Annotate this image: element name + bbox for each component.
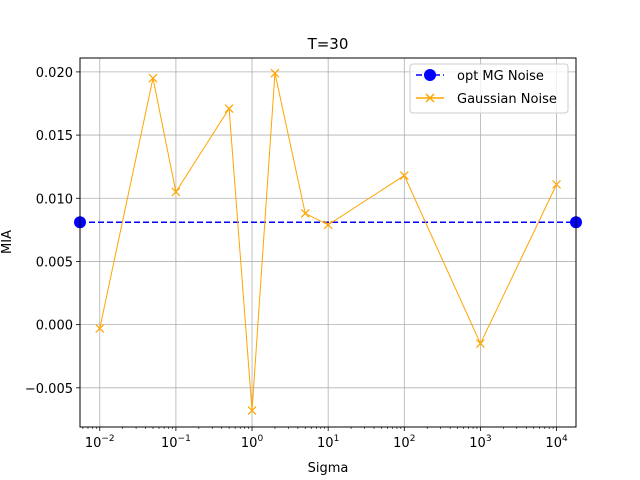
y-tick-label: −0.005 (25, 382, 73, 397)
x-tick-label: 10−2 (85, 434, 115, 451)
gaussian-noise-point (148, 73, 158, 83)
gaussian-noise-point (95, 324, 105, 333)
x-tick-label: 101 (317, 434, 339, 451)
x-tick-label: 100 (241, 434, 264, 451)
x-tick-label: 104 (545, 434, 568, 451)
legend-marker-opt-mg (424, 69, 436, 81)
ticks: 10−2 10−1 100 101 102 103 104 −0.005 0.000 0.005 0… (25, 66, 568, 451)
chart-title: T=30 (307, 35, 349, 53)
grid (80, 58, 576, 427)
gaussian-noise-point (476, 339, 485, 349)
y-tick-label: 0.015 (36, 129, 73, 144)
x-tick-label: 102 (393, 434, 415, 451)
x-tick-label: 10−1 (161, 434, 191, 451)
y-tick-label: 0.020 (36, 66, 73, 81)
legend-box (409, 63, 569, 114)
x-tick-label: 103 (469, 434, 491, 451)
x-axis-label: Sigma (308, 461, 349, 476)
gaussian-noise-point (323, 220, 333, 230)
gaussian-noise-point (224, 104, 234, 113)
series-layer (74, 68, 582, 415)
gaussian-noise-point (552, 179, 561, 189)
gaussian-noise-point (300, 209, 310, 218)
y-tick-label: 0.005 (36, 255, 73, 270)
legend-marker-gaussian (425, 93, 435, 103)
y-axis-label: MIA (0, 230, 15, 254)
legend: opt MG Noise Gaussian Noise (409, 63, 569, 114)
gaussian-noise-point (171, 187, 181, 197)
gaussian-noise-point (399, 171, 409, 180)
y-tick-label: 0.010 (36, 192, 73, 207)
gaussian-noise-point (270, 68, 280, 78)
legend-label-opt-mg: opt MG Noise (457, 69, 544, 84)
y-tick-label: 0.000 (36, 319, 73, 334)
legend-label-gaussian: Gaussian Noise (457, 92, 557, 107)
gaussian-noise-point (247, 406, 257, 415)
